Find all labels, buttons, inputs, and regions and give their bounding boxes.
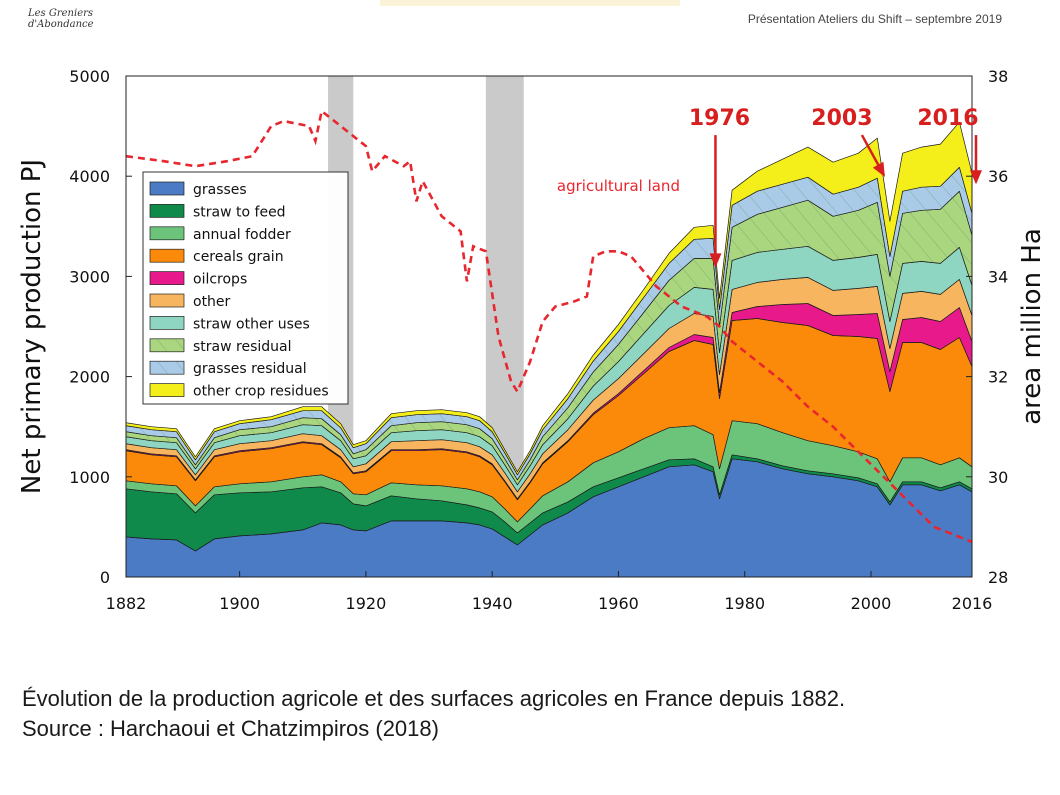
annotation-2003: 2003 — [811, 106, 872, 131]
plot-frame — [125, 75, 973, 578]
y-tick-label: 1000 — [69, 468, 110, 487]
agricultural-land-line — [125, 108, 973, 544]
agricultural-land-label: agricultural land — [557, 177, 680, 195]
caption-line1: Évolution de la production agricole et d… — [22, 686, 846, 711]
legend-swatch-annual-fodder — [149, 226, 185, 241]
x-tick-label: 1960 — [598, 594, 639, 613]
logo: Les Greniers d'Abondance — [28, 8, 108, 30]
annotation-arrowhead-1976 — [709, 253, 722, 268]
x-tick-label: 2016 — [952, 594, 993, 613]
agricultural-land-series — [125, 108, 973, 544]
axis-ticks: 1882 1900 1920 1940 1960 1980 2000 2016 0 1000 200… — [69, 67, 1008, 613]
x-tick-label: 1920 — [346, 594, 387, 613]
y2-tick-label: 30 — [988, 468, 1008, 487]
legend-swatch-oilcrops — [149, 271, 185, 285]
annotation-arrowhead-2003 — [872, 161, 885, 177]
legend-label-straw-residual: straw residual — [193, 339, 292, 355]
y-tick-label: 4000 — [69, 167, 110, 186]
legend-hatch-grasses-residual — [150, 361, 184, 375]
legend-swatch-other-crop-residues — [149, 383, 185, 397]
y-tick-label: 2000 — [69, 368, 110, 387]
x-tick-label: 2000 — [851, 594, 892, 613]
annotation-2016: 2016 — [917, 106, 978, 131]
legend-label-straw-to-feed: straw to feed — [193, 204, 286, 220]
y-tick-label: 5000 — [69, 67, 110, 86]
y2-tick-label: 28 — [988, 568, 1008, 587]
legend-label-grasses-residual: grasses residual — [193, 361, 307, 377]
legend-label-other: other — [193, 294, 231, 310]
npp-stacked-area-chart: 1882 1900 1920 1940 1960 1980 2000 2016 0 1000 200… — [17, 67, 1047, 613]
legend-swatch-cereals-grain — [149, 248, 185, 263]
y2-tick-label: 34 — [988, 267, 1008, 286]
stacked-areas — [125, 121, 973, 578]
x-tick-label: 1900 — [219, 594, 260, 613]
y-axis-label: Net primary production PJ — [17, 159, 47, 494]
y-tick-label: 0 — [100, 568, 110, 587]
caption-line2: Source : Harchaoui et Chatzimpiros (2018… — [22, 716, 439, 741]
legend-label-grasses: grasses — [193, 182, 247, 198]
legend-label-other-crop-residues: other crop residues — [193, 384, 329, 400]
x-tick-label: 1940 — [472, 594, 513, 613]
y2-tick-label: 32 — [988, 368, 1008, 387]
y-tick-label: 3000 — [69, 267, 110, 286]
logo-line2: d'Abondance — [28, 19, 94, 30]
legend-label-cereals-grain: cereals grain — [193, 249, 284, 265]
caption: Évolution de la production agricole et d… — [22, 684, 845, 744]
y2-tick-label: 36 — [988, 167, 1008, 186]
annotation-1976: 1976 — [689, 106, 750, 131]
legend-label-straw-other-uses: straw other uses — [193, 316, 310, 332]
legend-hatch-straw-residual — [150, 338, 184, 352]
logo-line1: Les Greniers — [28, 8, 94, 19]
legend-swatch-straw-other-uses — [149, 316, 185, 330]
legend-swatch-straw-to-feed — [149, 204, 185, 218]
legend-label-annual-fodder: annual fodder — [193, 227, 291, 243]
presentation-header: Présentation Ateliers du Shift – septemb… — [747, 12, 1002, 26]
legend-label-oilcrops: oilcrops — [193, 272, 247, 288]
legend-swatch-grasses — [149, 181, 185, 196]
x-tick-label: 1980 — [724, 594, 765, 613]
annotation-arrowhead-2016 — [970, 170, 982, 185]
y2-axis-label: area million Ha — [1017, 228, 1047, 425]
legend: grasses straw to feed annual fodder cereals… — [142, 171, 349, 405]
top-highlight-strip — [380, 0, 680, 6]
x-tick-label: 1882 — [106, 594, 147, 613]
legend-swatch-other — [149, 293, 185, 308]
y2-tick-label: 38 — [988, 67, 1008, 86]
annotations: agricultural land 1976 2003 2016 — [557, 106, 982, 268]
